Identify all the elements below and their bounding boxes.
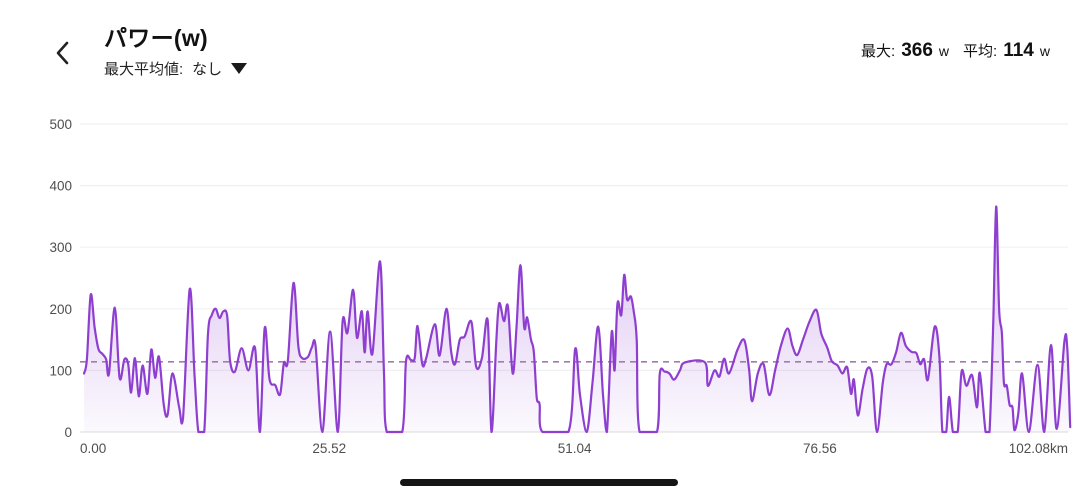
- x-tick-label-76.56: 76.56: [803, 441, 837, 456]
- chevron-left-icon: [56, 41, 69, 65]
- avg-power-value: 114: [1003, 40, 1034, 61]
- max-power-value: 366: [901, 40, 933, 61]
- back-button[interactable]: [46, 36, 80, 70]
- max-average-label: 最大平均値:: [104, 60, 184, 78]
- y-tick-label-400: 400: [49, 179, 72, 194]
- summary-stats: 最大: 366 w 平均: 114 w: [861, 40, 1058, 62]
- max-average-dropdown[interactable]: 最大平均値: なし: [104, 58, 248, 79]
- header-title-block: パワー(w) 最大平均値: なし: [104, 24, 248, 79]
- home-indicator[interactable]: [400, 479, 678, 486]
- x-tick-label-51.04: 51.04: [558, 441, 592, 456]
- y-axis-tick-labels: 0 100 200 300 400 500: [49, 117, 72, 440]
- chart-area-fill: [84, 206, 1071, 432]
- x-tick-label-0.00: 0.00: [80, 441, 106, 456]
- power-area-chart[interactable]: 0 100 200 300 400 500 0.00 25.52 51.04 76.56 102.…: [0, 0, 1080, 470]
- y-tick-label-0: 0: [64, 425, 72, 440]
- y-tick-label-500: 500: [49, 117, 72, 132]
- y-tick-label-200: 200: [49, 302, 72, 317]
- y-tick-label-300: 300: [49, 240, 72, 255]
- y-tick-label-100: 100: [49, 363, 72, 378]
- page-title: パワー(w): [104, 25, 209, 51]
- max-average-value: なし: [192, 60, 223, 78]
- max-power-unit: w: [938, 43, 950, 59]
- chart-line: [82, 205, 1072, 434]
- avg-power-unit: w: [1039, 43, 1050, 59]
- max-power-label: 最大:: [861, 43, 896, 60]
- x-tick-label-102.08km: 102.08km: [1009, 441, 1068, 456]
- x-tick-label-25.52: 25.52: [312, 441, 346, 456]
- avg-power-label: 平均:: [963, 43, 998, 60]
- dropdown-arrow-icon: [231, 62, 248, 74]
- x-axis-tick-labels: 0.00 25.52 51.04 76.56 102.08km: [80, 441, 1068, 456]
